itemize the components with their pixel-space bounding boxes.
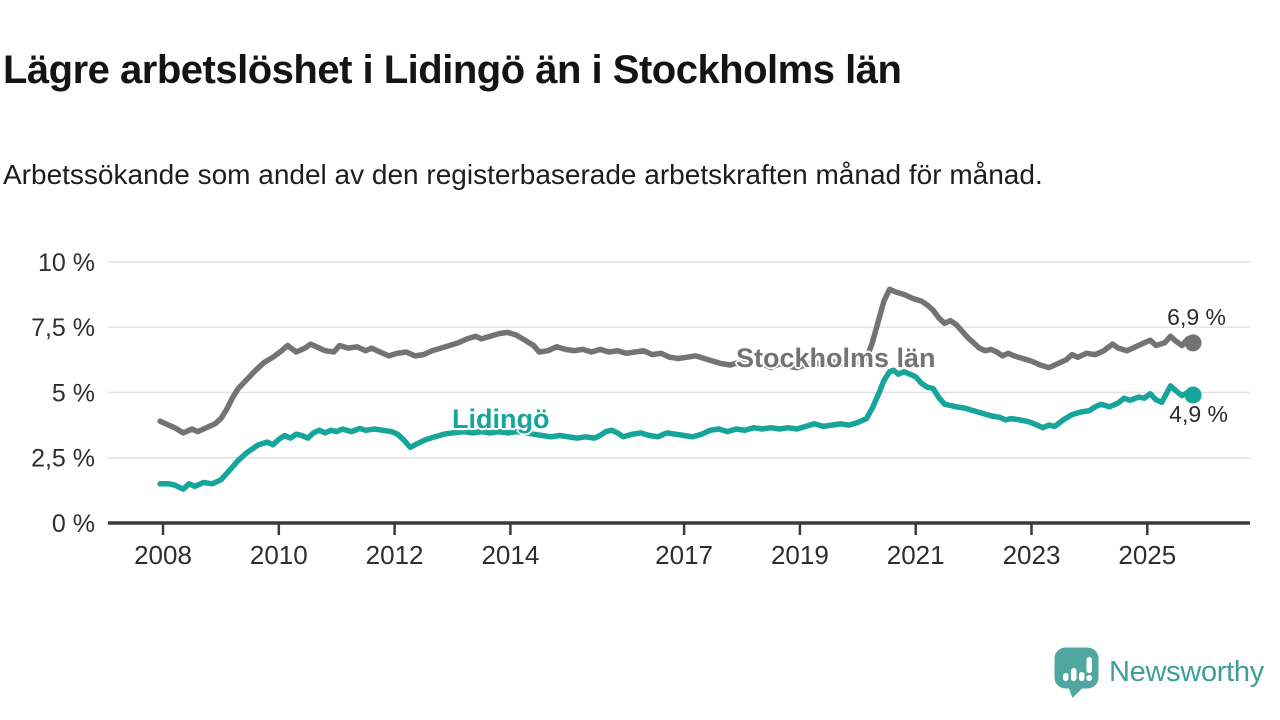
- y-tick-label: 10 %: [38, 249, 95, 277]
- x-tick-label: 2017: [655, 540, 713, 570]
- x-tick-label: 2023: [1003, 540, 1061, 570]
- y-tick-label: 2,5 %: [31, 445, 95, 473]
- series-line-stockholms-lan: [157, 286, 1196, 436]
- x-tick-label: 2010: [250, 540, 308, 570]
- newsworthy-bubble-chart-icon: [1054, 647, 1099, 698]
- end-value-label-lidingo: 4,9 %: [1169, 401, 1228, 427]
- newsworthy-wordmark: Newsworthy: [1109, 655, 1264, 688]
- series-end-dot-stockholms-lan: [1184, 334, 1202, 352]
- chart-subtitle: Arbetssökande som andel av den registerb…: [3, 159, 1043, 190]
- newsworthy-logo: Newsworthy: [1053, 644, 1264, 700]
- y-tick-label: 0 %: [52, 510, 95, 538]
- x-tick-label: 2014: [481, 540, 539, 570]
- y-tick-label: 7,5 %: [31, 314, 95, 342]
- unemployment-line-chart: 0 % 2,5 % 5 % 7,5 % 10 % 2008 2010 2012 2014 2017…: [31, 249, 1250, 570]
- end-value-label-stockholms-lan: 6,9 %: [1167, 304, 1226, 330]
- x-tick-label: 2025: [1118, 540, 1176, 570]
- series-label-stockholms-lan: Stockholms län: [736, 343, 936, 373]
- x-tick-label: 2008: [134, 540, 192, 570]
- x-tick-label: 2012: [366, 540, 424, 570]
- x-tick-label: 2021: [887, 540, 945, 570]
- page-title: Lägre arbetslöshet i Lidingö än i Stockh…: [3, 47, 902, 92]
- series-line-lidingo: [157, 367, 1196, 492]
- series-label-lidingo: Lidingö: [452, 404, 550, 434]
- y-tick-label: 5 %: [52, 379, 95, 407]
- x-tick-label: 2019: [771, 540, 829, 570]
- series-end-dot-lidingo: [1184, 386, 1202, 404]
